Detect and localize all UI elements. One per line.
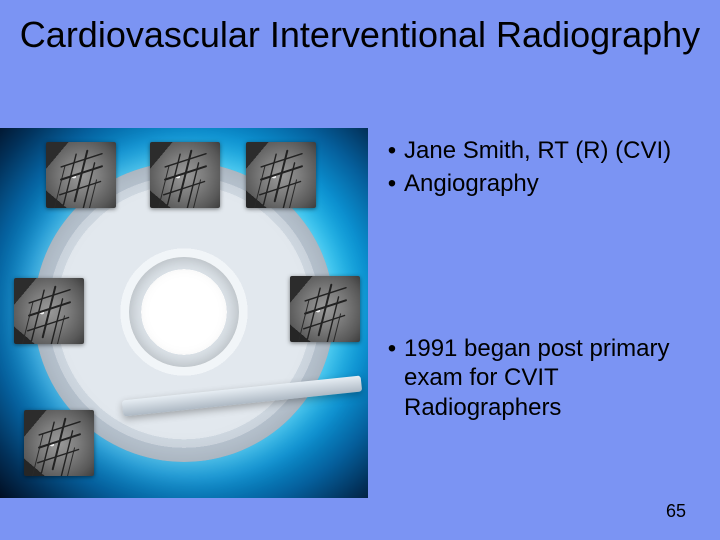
- angiogram-thumbnail: [290, 276, 360, 342]
- bullet-item: • 1991 began post primary exam for CVIT …: [380, 334, 706, 422]
- angiogram-thumbnail: [150, 142, 220, 208]
- bullet-marker-icon: •: [380, 136, 404, 165]
- bullet-list-bottom: • 1991 began post primary exam for CVIT …: [380, 334, 706, 426]
- bullet-text: Angiography: [404, 169, 706, 198]
- bullet-text: Jane Smith, RT (R) (CVI): [404, 136, 706, 165]
- bullet-list-top: • Jane Smith, RT (R) (CVI) • Angiography: [380, 136, 706, 203]
- bullet-text: 1991 began post primary exam for CVIT Ra…: [404, 334, 706, 422]
- angiogram-thumbnail: [14, 278, 84, 344]
- angiogram-thumbnail: [246, 142, 316, 208]
- page-number: 65: [666, 501, 686, 522]
- bullet-marker-icon: •: [380, 169, 404, 198]
- angiogram-thumbnail: [24, 410, 94, 476]
- slide-image: [0, 128, 368, 498]
- bullet-item: • Jane Smith, RT (R) (CVI): [380, 136, 706, 165]
- bullet-marker-icon: •: [380, 334, 404, 422]
- slide-title: Cardiovascular Interventional Radiograph…: [0, 14, 720, 55]
- angiogram-thumbnail: [46, 142, 116, 208]
- bullet-item: • Angiography: [380, 169, 706, 198]
- slide: Cardiovascular Interventional Radiograph…: [0, 0, 720, 540]
